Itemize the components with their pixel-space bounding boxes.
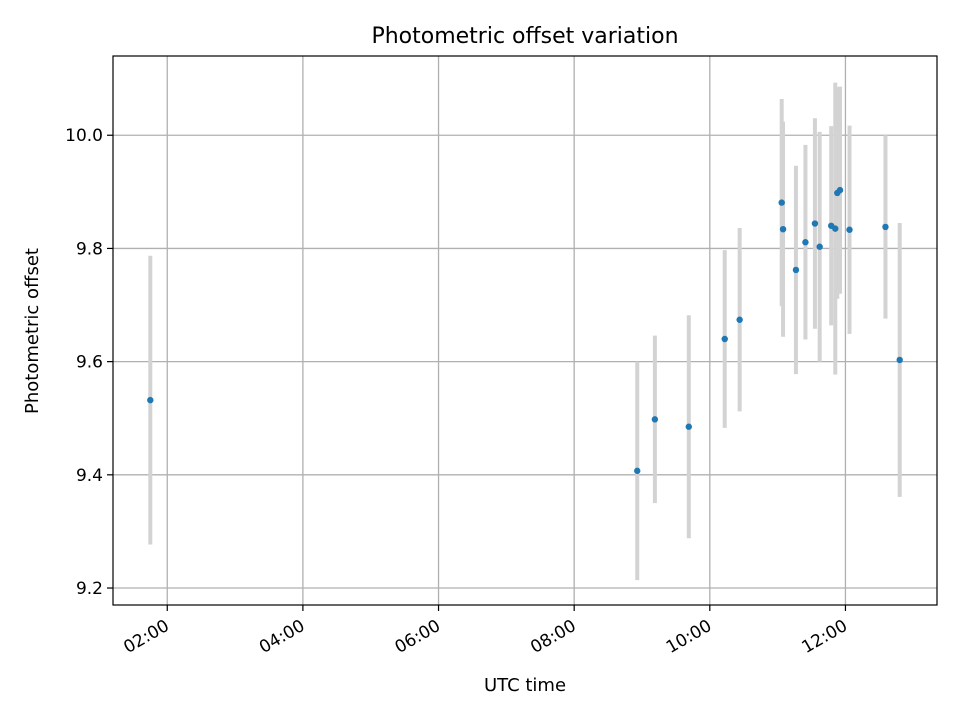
y-tick-label: 10.0 bbox=[65, 126, 103, 146]
error-bars bbox=[148, 82, 902, 581]
y-tick-label: 9.8 bbox=[76, 239, 103, 259]
plot-frame bbox=[112, 55, 938, 606]
y-axis-ticks: 9.2 9.4 9.6 9.8 10.0 bbox=[65, 126, 113, 599]
x-tick-label: 10:00 bbox=[663, 616, 715, 658]
data-point bbox=[836, 186, 844, 194]
x-tick-label: 12:00 bbox=[799, 616, 851, 658]
data-point bbox=[816, 243, 823, 250]
x-tick-label: 06:00 bbox=[392, 616, 444, 658]
x-axis-label: UTC time bbox=[484, 675, 566, 696]
x-tick-label: 08:00 bbox=[527, 616, 579, 658]
data-point bbox=[779, 225, 787, 233]
grid-lines bbox=[113, 56, 937, 605]
data-point bbox=[634, 467, 641, 475]
data-point bbox=[651, 416, 659, 423]
data-points bbox=[147, 186, 903, 475]
x-tick-label: 02:00 bbox=[120, 616, 172, 658]
data-point bbox=[721, 335, 728, 343]
data-point bbox=[778, 199, 785, 206]
data-point bbox=[685, 423, 692, 430]
data-point bbox=[811, 220, 819, 227]
y-tick-label: 9.6 bbox=[76, 353, 103, 373]
data-point bbox=[882, 223, 889, 231]
data-point bbox=[846, 226, 853, 233]
data-point bbox=[736, 316, 743, 323]
x-axis-ticks: 02:00 04:00 06:00 08:00 10:00 12:00 bbox=[120, 605, 851, 658]
chart-title: Photometric offset variation bbox=[371, 24, 678, 49]
data-point bbox=[802, 239, 809, 246]
y-tick-label: 9.4 bbox=[76, 466, 103, 486]
data-point bbox=[792, 266, 800, 274]
y-axis-label: Photometric offset bbox=[22, 248, 43, 414]
data-point bbox=[147, 396, 154, 404]
data-point bbox=[832, 225, 839, 232]
x-tick-label: 04:00 bbox=[256, 616, 308, 658]
data-point bbox=[896, 356, 903, 364]
y-tick-label: 9.2 bbox=[76, 579, 103, 599]
